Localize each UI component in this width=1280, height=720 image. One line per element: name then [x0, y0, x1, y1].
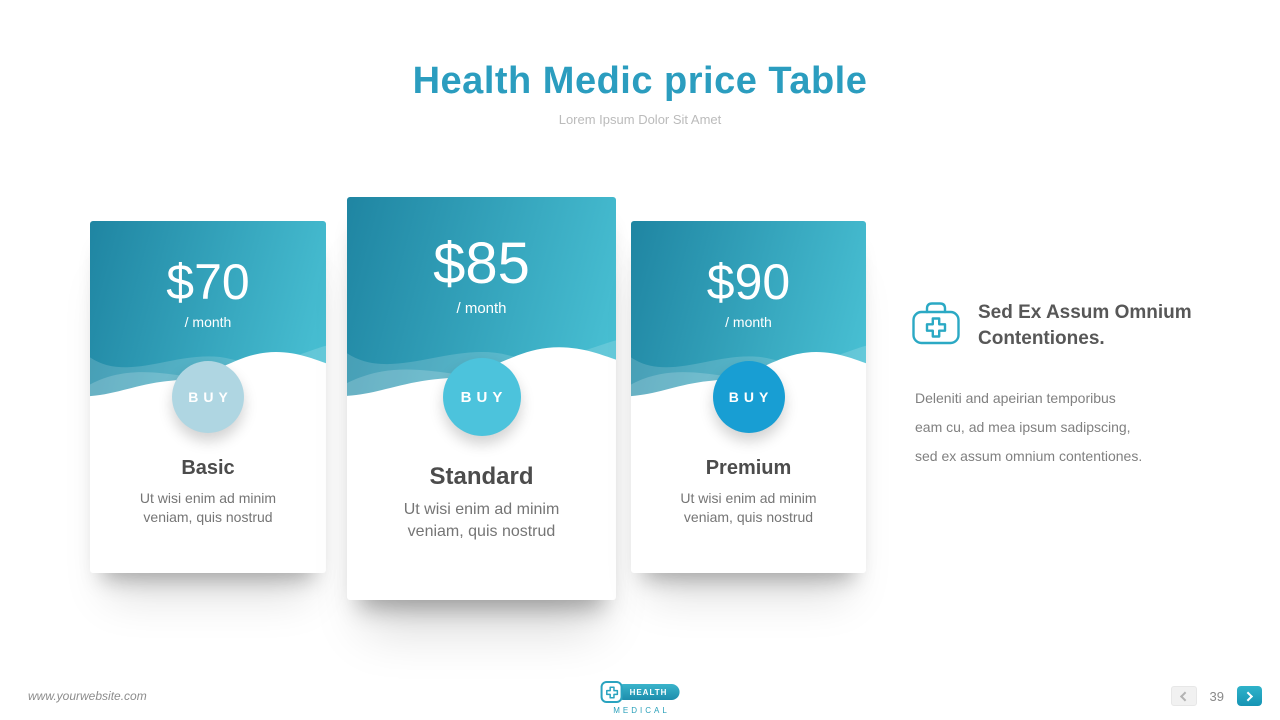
info-heading: Sed Ex Assum Omnium Contentiones.: [978, 302, 1192, 349]
page-number: 39: [1209, 688, 1224, 704]
page-title: Health Medic price Table: [412, 60, 868, 102]
logo-secondary: MEDICAL: [613, 706, 670, 715]
logo-row: HEALTH: [600, 681, 680, 703]
slide-header: Health Medic price Table Lorem Ipsum Dol…: [0, 60, 1280, 127]
plan-description: Ut wisi enim ad minim veniam, quis nostr…: [403, 501, 560, 540]
chevron-left-icon: [1179, 691, 1190, 701]
plan-name: Standard: [429, 463, 534, 490]
plan-name: Basic: [181, 457, 235, 479]
pricing-card-basic: $70 / month BUY Basic Ut wisi enim ad mi…: [90, 221, 326, 573]
plus-cross-icon: [600, 681, 623, 703]
price-period: / month: [725, 314, 772, 330]
chevron-right-icon: [1243, 691, 1254, 701]
price-value: $85: [433, 231, 530, 296]
info-body: Deleniti and apeirian temporibus eam cu,…: [915, 390, 1143, 464]
prev-slide-button[interactable]: [1170, 686, 1197, 706]
next-slide-button[interactable]: [1237, 686, 1262, 706]
pricing-card-premium: $90 / month BUY Premium Ut wisi enim ad …: [631, 221, 866, 573]
buy-button[interactable]: BUY: [172, 361, 244, 433]
page-subtitle: Lorem Ipsum Dolor Sit Amet: [558, 112, 722, 127]
slide-navigation: 39: [1170, 686, 1262, 706]
pricing-card-standard: $85 / month BUY Standard Ut wisi enim ad…: [347, 197, 616, 600]
logo-primary: HEALTH: [615, 684, 680, 700]
price-value: $90: [706, 254, 791, 310]
plan-description: Ut wisi enim ad minim veniam, quis nostr…: [139, 490, 277, 525]
price-period: / month: [184, 314, 232, 330]
plan-name: Premium: [705, 457, 792, 479]
buy-button[interactable]: BUY: [712, 361, 785, 433]
buy-button[interactable]: BUY: [442, 358, 521, 436]
price-period: / month: [456, 300, 507, 317]
medical-bag-icon: [912, 302, 960, 345]
logo: HEALTH MEDICAL: [600, 681, 680, 715]
website-url: www.yourwebsite.com: [28, 689, 147, 703]
price-value: $70: [166, 254, 250, 310]
plan-description: Ut wisi enim ad minim veniam, quis nostr…: [680, 490, 817, 525]
